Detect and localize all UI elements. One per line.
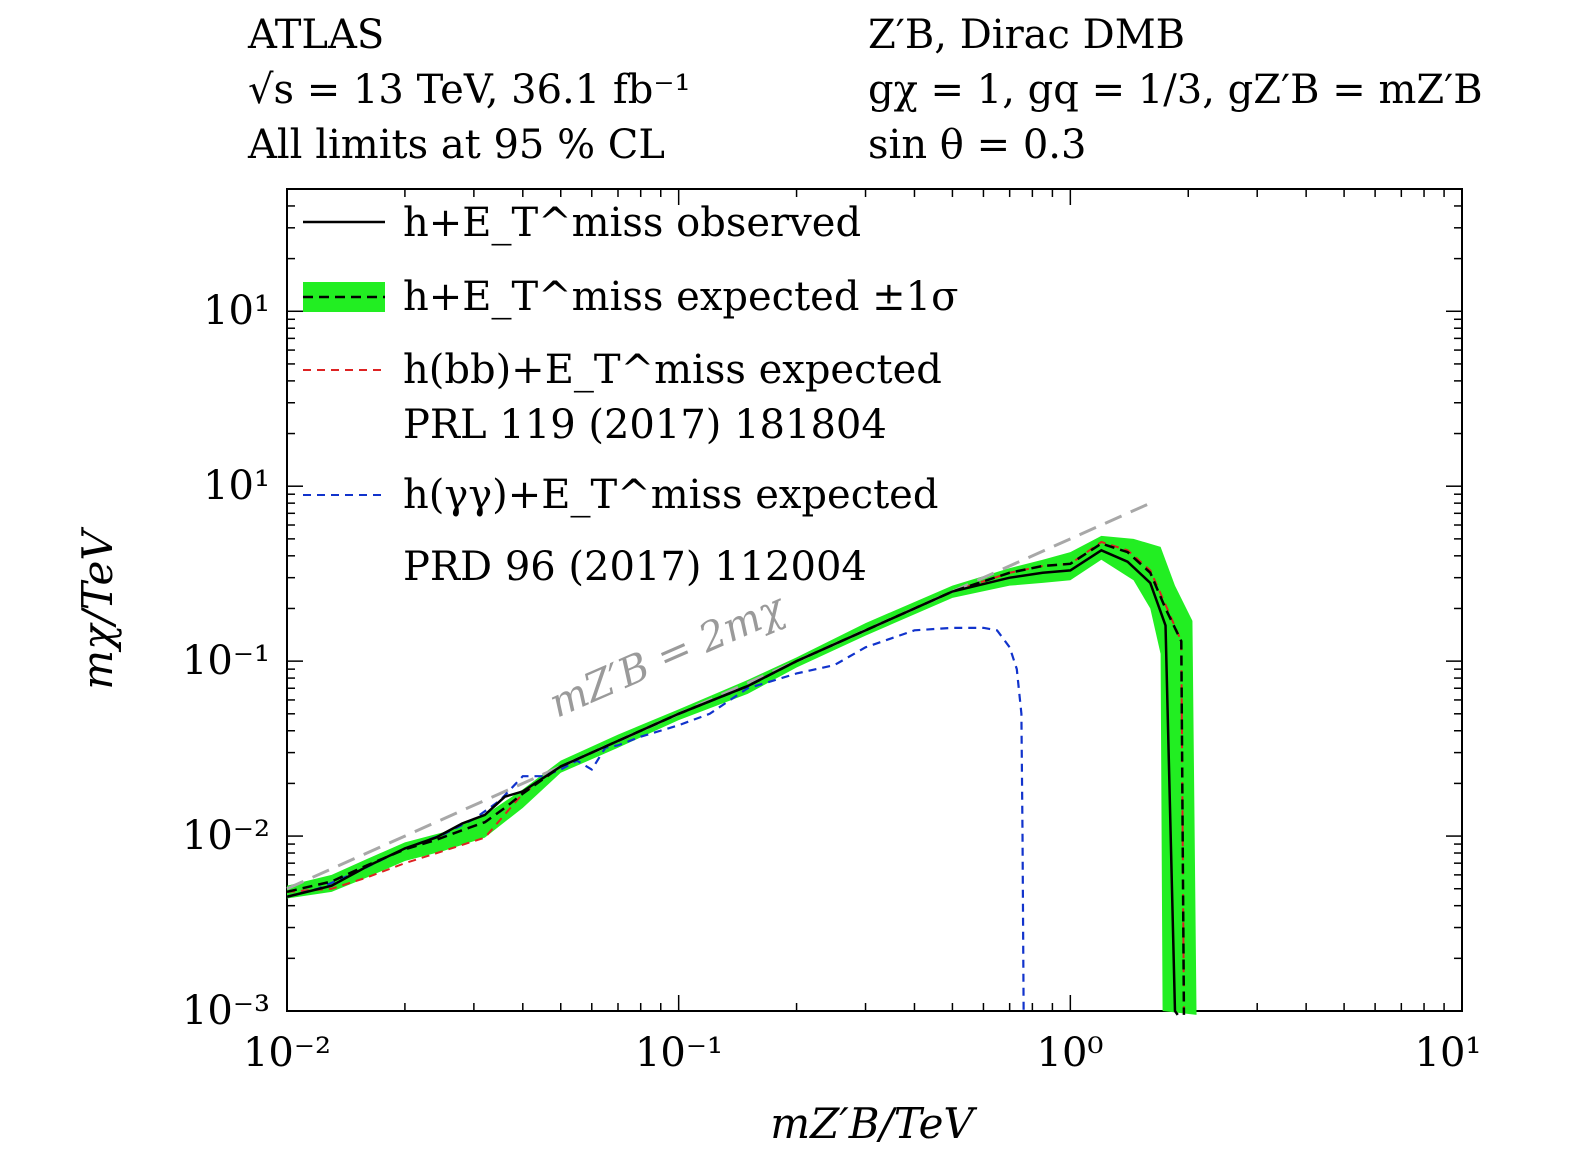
legend-entry-expected: h+E_T^miss expected ±1σ	[403, 274, 958, 320]
kinematic-diagonal-line	[286, 501, 1151, 891]
legend-entry-bb-ref: PRL 119 (2017) 181804	[403, 402, 887, 448]
header-right-line-2: gχ = 1, gq = 1/3, gZ′B = mZ′B	[868, 67, 1483, 113]
y-axis-label: mχ/TeV	[73, 527, 122, 690]
axis-ticks	[286, 188, 1462, 1012]
plot-area	[286, 501, 1197, 1016]
plot-frame	[286, 188, 1463, 1012]
expected-limit-line	[286, 542, 1186, 1015]
y-tick-label-5: 10¹	[203, 288, 270, 334]
x-tick-label-4: 10¹	[1415, 1030, 1482, 1076]
legend-entry-observed: h+E_T^miss observed	[403, 200, 861, 246]
header-right-line-3: sin θ = 0.3	[868, 122, 1086, 168]
y-tick-label-3: 10⁻¹	[182, 638, 270, 684]
header: ATLAS √s = 13 TeV, 36.1 fb⁻¹ All limits …	[247, 12, 1483, 168]
x-tick-label-2: 10⁻¹	[635, 1030, 723, 1076]
header-right-line-1: Z′B, Dirac DMB	[868, 12, 1185, 58]
x-tick-label-1: 10⁻²	[243, 1030, 331, 1076]
axis-tick-labels: 10⁻² 10⁻¹ 10⁰ 10¹ 10⁻³ 10⁻² 10⁻¹ 10¹ 10¹	[182, 288, 1482, 1076]
header-left-line-1: ATLAS	[247, 12, 384, 58]
legend-entry-bb: h(bb)+E_T^miss expected	[403, 347, 942, 393]
legend-entry-gg-ref: PRD 96 (2017) 112004	[403, 544, 867, 590]
legend: h+E_T^miss observed h+E_T^miss expected …	[303, 200, 958, 590]
header-left-line-2: √s = 13 TeV, 36.1 fb⁻¹	[248, 67, 690, 113]
header-left-line-3: All limits at 95 % CL	[247, 122, 665, 168]
y-tick-label-2: 10⁻²	[182, 813, 270, 859]
diagonal-label: mZ′B = 2mχ	[543, 584, 794, 727]
x-tick-label-3: 10⁰	[1037, 1030, 1104, 1076]
legend-entry-gg: h(γγ)+E_T^miss expected	[403, 472, 938, 518]
observed-limit-line	[286, 548, 1179, 1016]
x-axis-label: mZ′B/TeV	[770, 1099, 977, 1148]
y-tick-label-4: 10¹	[203, 463, 270, 509]
y-tick-label-1: 10⁻³	[182, 988, 270, 1034]
